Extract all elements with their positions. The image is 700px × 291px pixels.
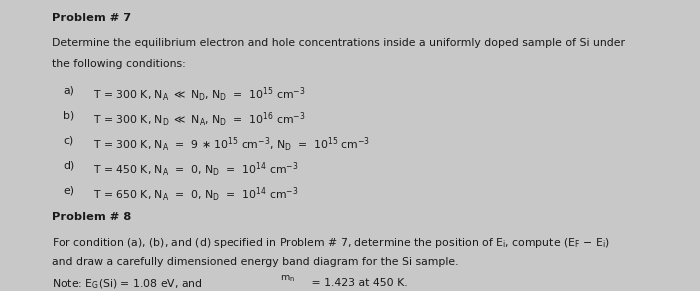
Text: Note: E$_\mathregular{G}$(Si) = 1.08 eV, and: Note: E$_\mathregular{G}$(Si) = 1.08 eV,…	[52, 278, 204, 291]
Text: Determine the equilibrium electron and hole concentrations inside a uniformly do: Determine the equilibrium electron and h…	[52, 38, 626, 48]
Text: d): d)	[63, 161, 74, 171]
Text: and draw a carefully dimensioned energy band diagram for the Si sample.: and draw a carefully dimensioned energy …	[52, 257, 459, 267]
Text: T = 300 K, N$_\mathregular{D}$ $\ll$ N$_\mathregular{A}$, N$_\mathregular{D}$  =: T = 300 K, N$_\mathregular{D}$ $\ll$ N$_…	[93, 111, 306, 129]
Text: c): c)	[63, 136, 74, 146]
Text: T = 650 K, N$_\mathregular{A}$  =  0, N$_\mathregular{D}$  =  10$^{14}$ cm$^{-3}: T = 650 K, N$_\mathregular{A}$ = 0, N$_\…	[93, 186, 299, 204]
Text: m$_\mathregular{n}$: m$_\mathregular{n}$	[280, 273, 295, 284]
Text: the following conditions:: the following conditions:	[52, 59, 186, 69]
Text: Problem # 8: Problem # 8	[52, 212, 132, 222]
Text: = 1.423 at 450 K.: = 1.423 at 450 K.	[308, 278, 407, 288]
Text: T = 300 K, N$_\mathregular{A}$  =  9 $\ast$ 10$^{15}$ cm$^{-3}$, N$_\mathregular: T = 300 K, N$_\mathregular{A}$ = 9 $\ast…	[93, 136, 370, 154]
Text: b): b)	[63, 111, 74, 120]
Text: a): a)	[63, 85, 74, 95]
Text: e): e)	[63, 186, 74, 196]
Text: T = 450 K, N$_\mathregular{A}$  =  0, N$_\mathregular{D}$  =  10$^{14}$ cm$^{-3}: T = 450 K, N$_\mathregular{A}$ = 0, N$_\…	[93, 161, 299, 179]
Text: T = 300 K, N$_\mathregular{A}$ $\ll$ N$_\mathregular{D}$, N$_\mathregular{D}$  =: T = 300 K, N$_\mathregular{A}$ $\ll$ N$_…	[93, 85, 306, 104]
Text: For condition (a), (b), and (d) specified in Problem # 7, determine the position: For condition (a), (b), and (d) specifie…	[52, 236, 610, 250]
Text: Problem # 7: Problem # 7	[52, 13, 132, 23]
